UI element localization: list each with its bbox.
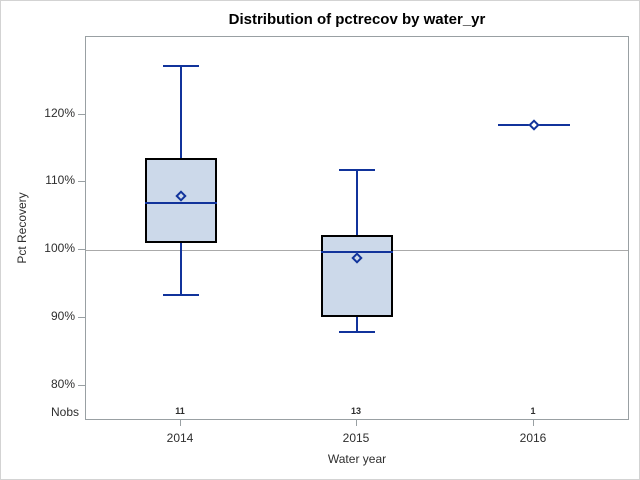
y-tick-label-90: 90% bbox=[50, 309, 75, 324]
nobs-value-2014: 11 bbox=[175, 406, 185, 416]
y-tick-label-110: 110% bbox=[45, 173, 75, 188]
y-tick-label-100: 100% bbox=[44, 241, 75, 256]
x-tick-mark-2014 bbox=[180, 419, 181, 426]
y-tick-mark-80 bbox=[78, 385, 85, 386]
y-tick-label-80: 80% bbox=[50, 377, 75, 391]
x-tick-label-2016: 2016 bbox=[519, 431, 547, 445]
whisker-cap-top-2015 bbox=[339, 169, 375, 172]
nobs-value-2015: 13 bbox=[350, 406, 361, 416]
y-tick-mark-120 bbox=[78, 113, 85, 115]
box-2015 bbox=[321, 234, 393, 317]
y-tick-mark-100 bbox=[78, 249, 85, 251]
chart-title: Distribution of pctrecov by water_yr bbox=[228, 11, 486, 28]
y-tick-mark-90 bbox=[78, 317, 85, 319]
x-tick-label-2015: 2015 bbox=[342, 431, 370, 445]
nobs-row-label: Nobs bbox=[50, 405, 79, 419]
whisker-upper-2014 bbox=[180, 65, 182, 158]
median-line-2014 bbox=[145, 201, 217, 204]
median-line-2015 bbox=[321, 250, 393, 253]
x-tick-mark-2015 bbox=[356, 419, 357, 426]
nobs-value-2016: 1 bbox=[530, 406, 536, 416]
plot-area bbox=[85, 36, 629, 420]
x-tick-mark-2016 bbox=[533, 419, 534, 426]
whisker-cap-bottom-2014 bbox=[163, 294, 199, 297]
y-tick-label-120: 120% bbox=[44, 105, 75, 120]
whisker-upper-2015 bbox=[356, 170, 358, 235]
y-tick-mark-110 bbox=[78, 181, 85, 183]
x-axis-title: Water year bbox=[327, 452, 387, 466]
mean-diamond-2016 bbox=[528, 119, 540, 131]
whisker-lower-2015 bbox=[356, 316, 358, 332]
x-tick-label-2014: 2014 bbox=[166, 431, 194, 445]
whisker-lower-2014 bbox=[180, 243, 182, 296]
whisker-cap-top-2014 bbox=[163, 64, 199, 67]
y-axis-title: Pct Recovery bbox=[15, 192, 29, 264]
whisker-cap-bottom-2015 bbox=[339, 330, 375, 333]
